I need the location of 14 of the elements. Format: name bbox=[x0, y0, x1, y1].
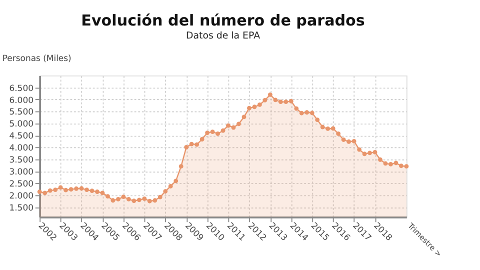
y-tick-label: 1.500 bbox=[9, 202, 34, 213]
chart-title: Evolución del número de parados bbox=[81, 11, 365, 30]
y-tick-label: 2.000 bbox=[9, 190, 34, 201]
y-tick-label: 5.000 bbox=[9, 118, 34, 129]
y-axis-title: Personas (Miles) bbox=[2, 52, 72, 63]
y-tick-label: 4.500 bbox=[9, 130, 34, 141]
y-tick-label: 6.500 bbox=[9, 82, 34, 93]
y-tick-label: 3.500 bbox=[9, 154, 34, 165]
y-tick-label: 6.000 bbox=[9, 94, 34, 105]
y-tick-label: 2.500 bbox=[9, 178, 34, 189]
y-tick-label: 4.000 bbox=[9, 142, 34, 153]
y-tick-label: 5.500 bbox=[9, 106, 34, 117]
chart-subtitle: Datos de la EPA bbox=[186, 30, 261, 42]
y-tick-label: 3.000 bbox=[9, 166, 34, 177]
